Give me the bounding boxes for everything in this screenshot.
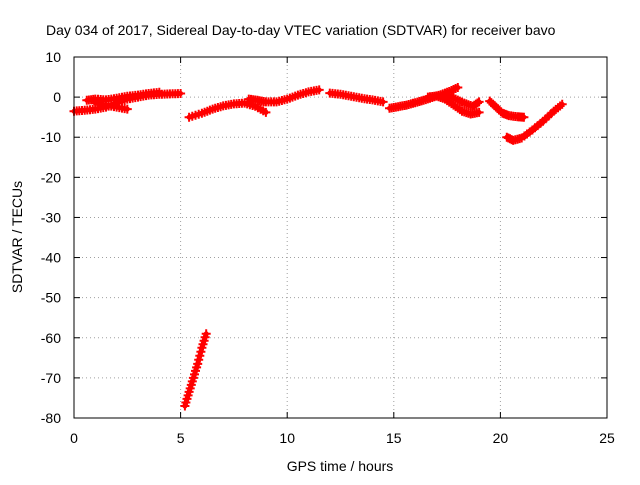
- data-point: [201, 329, 211, 339]
- data-series-arc-9: [485, 96, 529, 122]
- x-tick-label: 15: [386, 430, 402, 446]
- x-tick-label: 5: [177, 430, 185, 446]
- data-series-arc-2: [180, 329, 211, 411]
- data-series-arc-1c: [90, 98, 132, 114]
- y-tick-label: -60: [41, 330, 61, 346]
- data-point: [453, 83, 463, 92]
- data-layer: [69, 83, 567, 411]
- data-point: [261, 107, 271, 117]
- x-tick-label: 0: [70, 430, 78, 446]
- y-tick-label: -50: [41, 290, 61, 306]
- x-axis-label: GPS time / hours: [287, 458, 394, 474]
- x-tick-label: 10: [279, 430, 295, 446]
- data-point: [557, 99, 567, 109]
- x-tick-label: 25: [599, 430, 615, 446]
- data-series-arc-7: [423, 91, 484, 119]
- y-tick-label: -30: [41, 209, 61, 225]
- data-series-arc-4: [244, 85, 324, 107]
- data-point: [473, 98, 482, 108]
- y-tick-label: 0: [53, 89, 61, 105]
- y-tick-label: 10: [45, 49, 61, 65]
- data-series-arc-5: [325, 88, 388, 107]
- data-point: [122, 104, 132, 114]
- plot-frame: [73, 56, 608, 419]
- x-tick-label: 20: [493, 430, 509, 446]
- tick-layer: 0 5 10 15 20 25 10 0 -10 -20 -30 -40 -50 -60 -70 -80: [41, 49, 615, 446]
- data-point: [519, 112, 529, 122]
- data-point: [314, 85, 324, 95]
- data-point: [378, 97, 388, 107]
- data-point: [176, 89, 186, 98]
- data-series-arc-10: [502, 99, 567, 145]
- data-point: [474, 97, 484, 107]
- y-tick-label: -80: [41, 410, 61, 426]
- data-series-arc-8: [442, 90, 484, 111]
- data-series-arc-3: [184, 98, 271, 122]
- chart-title: Day 034 of 2017, Sidereal Day-to-day VTE…: [46, 22, 556, 38]
- y-tick-label: -40: [41, 250, 61, 266]
- y-tick-label: -20: [41, 169, 61, 185]
- y-tick-label: -70: [41, 370, 61, 386]
- y-tick-label: -10: [41, 129, 61, 145]
- y-axis-label: SDTVAR / TECUs: [9, 181, 25, 293]
- data-point: [154, 87, 164, 97]
- data-point: [474, 107, 484, 117]
